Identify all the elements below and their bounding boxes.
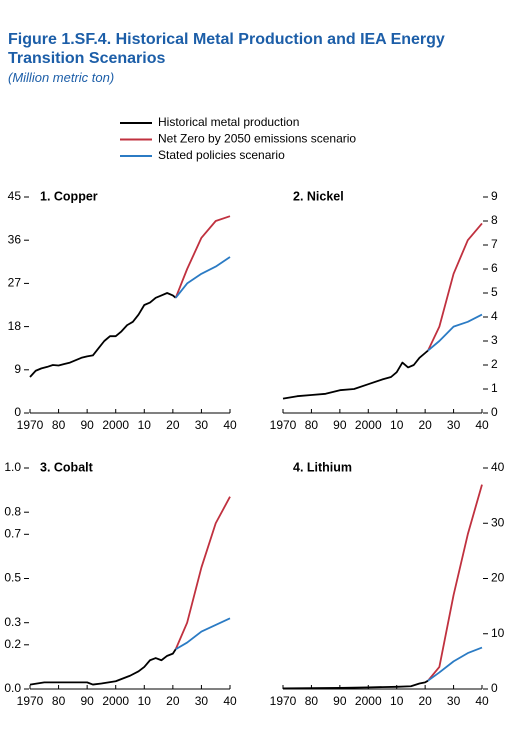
x-tick-label: 10 — [138, 694, 152, 708]
legend-label: Net Zero by 2050 emissions scenario — [158, 132, 356, 146]
y-tick-label: 9 — [14, 362, 21, 376]
x-tick-label: 80 — [52, 694, 66, 708]
y-tick-label: 30 — [491, 515, 505, 529]
y-tick-label: 2 — [491, 357, 498, 371]
series-line — [427, 222, 483, 351]
x-tick-label: 40 — [475, 694, 489, 708]
x-tick-label: 90 — [80, 418, 94, 432]
y-tick-label: 7 — [491, 237, 498, 251]
series-line — [282, 679, 429, 690]
series-line — [29, 648, 177, 686]
series-line — [175, 256, 231, 299]
x-tick-label: 90 — [333, 694, 347, 708]
y-tick-label: 0.8 — [4, 504, 21, 518]
x-tick-label: 20 — [418, 694, 432, 708]
y-tick-label: 45 — [8, 189, 22, 203]
y-tick-label: 1.0 — [4, 460, 21, 474]
y-tick-label: 4 — [491, 309, 498, 323]
x-tick-label: 1970 — [270, 418, 297, 432]
x-tick-label: 90 — [80, 694, 94, 708]
y-tick-label: 18 — [8, 319, 22, 333]
y-tick-label: 0 — [14, 405, 21, 419]
y-tick-label: 3 — [491, 333, 498, 347]
panel-title: 1. Copper — [40, 189, 98, 203]
series-line — [427, 646, 483, 682]
x-tick-label: 80 — [305, 694, 319, 708]
x-tick-label: 40 — [223, 694, 237, 708]
y-tick-label: 9 — [491, 189, 498, 203]
x-tick-label: 90 — [333, 418, 347, 432]
x-tick-label: 30 — [447, 418, 461, 432]
x-tick-label: 1970 — [270, 694, 297, 708]
y-tick-label: 10 — [491, 626, 505, 640]
x-tick-label: 2000 — [102, 418, 129, 432]
x-tick-label: 40 — [475, 418, 489, 432]
y-tick-label: 8 — [491, 213, 498, 227]
series-line — [427, 484, 483, 682]
x-tick-label: 1970 — [17, 418, 44, 432]
x-tick-label: 10 — [138, 418, 152, 432]
panel-title: 3. Cobalt — [40, 460, 94, 474]
y-tick-label: 36 — [8, 232, 22, 246]
x-tick-label: 2000 — [102, 694, 129, 708]
y-tick-label: 20 — [491, 571, 505, 585]
y-tick-label: 0.7 — [4, 526, 21, 540]
y-tick-label: 6 — [491, 261, 498, 275]
legend-label: Historical metal production — [158, 115, 299, 129]
x-tick-label: 30 — [195, 418, 209, 432]
y-tick-label: 0.5 — [4, 571, 21, 585]
x-tick-label: 80 — [52, 418, 66, 432]
x-tick-label: 1970 — [17, 694, 44, 708]
x-tick-label: 20 — [166, 418, 180, 432]
panel-title: 4. Lithium — [293, 460, 352, 474]
series-line — [174, 215, 231, 299]
figure-title: Figure 1.SF.4. Historical Metal Producti… — [8, 31, 445, 67]
legend-label: Stated policies scenario — [158, 148, 285, 162]
y-tick-label: 0.2 — [4, 637, 21, 651]
series-line — [427, 313, 483, 352]
y-tick-label: 1 — [491, 381, 498, 395]
figure-subtitle: (Million metric ton) — [8, 70, 114, 85]
x-tick-label: 20 — [166, 694, 180, 708]
x-tick-label: 2000 — [355, 418, 382, 432]
y-tick-label: 0.0 — [4, 681, 21, 695]
y-tick-label: 40 — [491, 460, 505, 474]
y-tick-label: 0 — [491, 681, 498, 695]
y-tick-label: 27 — [8, 276, 22, 290]
x-tick-label: 10 — [390, 694, 404, 708]
series-line — [282, 349, 429, 400]
y-tick-label: 5 — [491, 285, 498, 299]
x-tick-label: 10 — [390, 418, 404, 432]
x-tick-label: 30 — [447, 694, 461, 708]
x-tick-label: 80 — [305, 418, 319, 432]
x-tick-label: 20 — [418, 418, 432, 432]
series-line — [29, 292, 177, 378]
panel-title: 2. Nickel — [293, 189, 344, 203]
x-tick-label: 30 — [195, 694, 209, 708]
series-line — [175, 617, 231, 650]
x-tick-label: 2000 — [355, 694, 382, 708]
series-line — [174, 496, 231, 650]
y-tick-label: 0 — [491, 405, 498, 419]
y-tick-label: 0.3 — [4, 615, 21, 629]
x-tick-label: 40 — [223, 418, 237, 432]
